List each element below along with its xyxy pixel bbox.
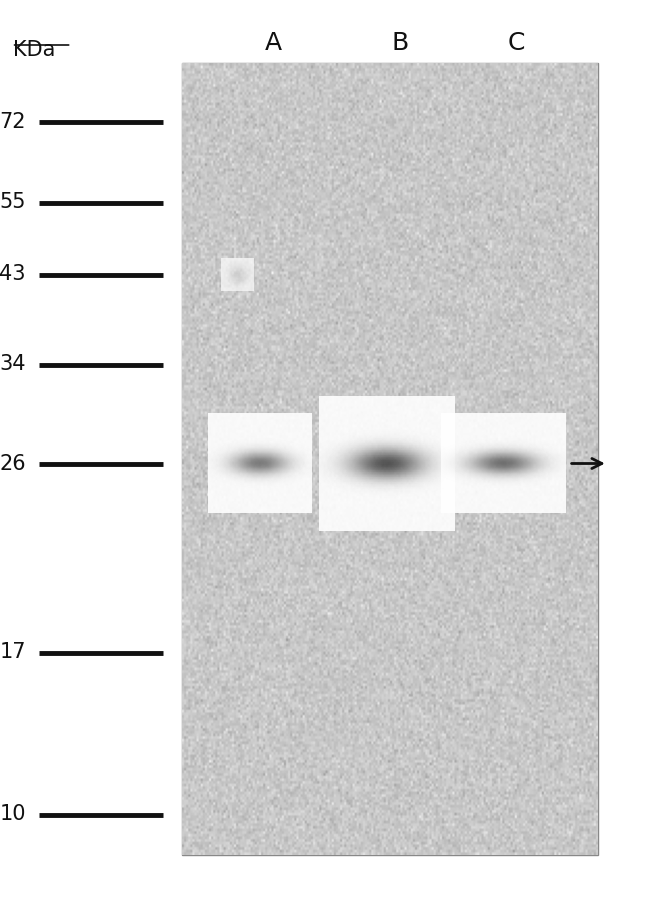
Text: B: B	[391, 32, 408, 56]
Text: 55: 55	[0, 193, 26, 212]
Text: 72: 72	[0, 112, 26, 131]
Text: 10: 10	[0, 805, 26, 824]
Text: 17: 17	[0, 643, 26, 662]
FancyBboxPatch shape	[182, 63, 598, 855]
Text: 43: 43	[0, 265, 26, 284]
Text: 26: 26	[0, 454, 26, 473]
Text: C: C	[508, 32, 525, 56]
Text: A: A	[265, 32, 281, 56]
Text: KDa: KDa	[13, 40, 55, 60]
Text: 34: 34	[0, 355, 26, 374]
